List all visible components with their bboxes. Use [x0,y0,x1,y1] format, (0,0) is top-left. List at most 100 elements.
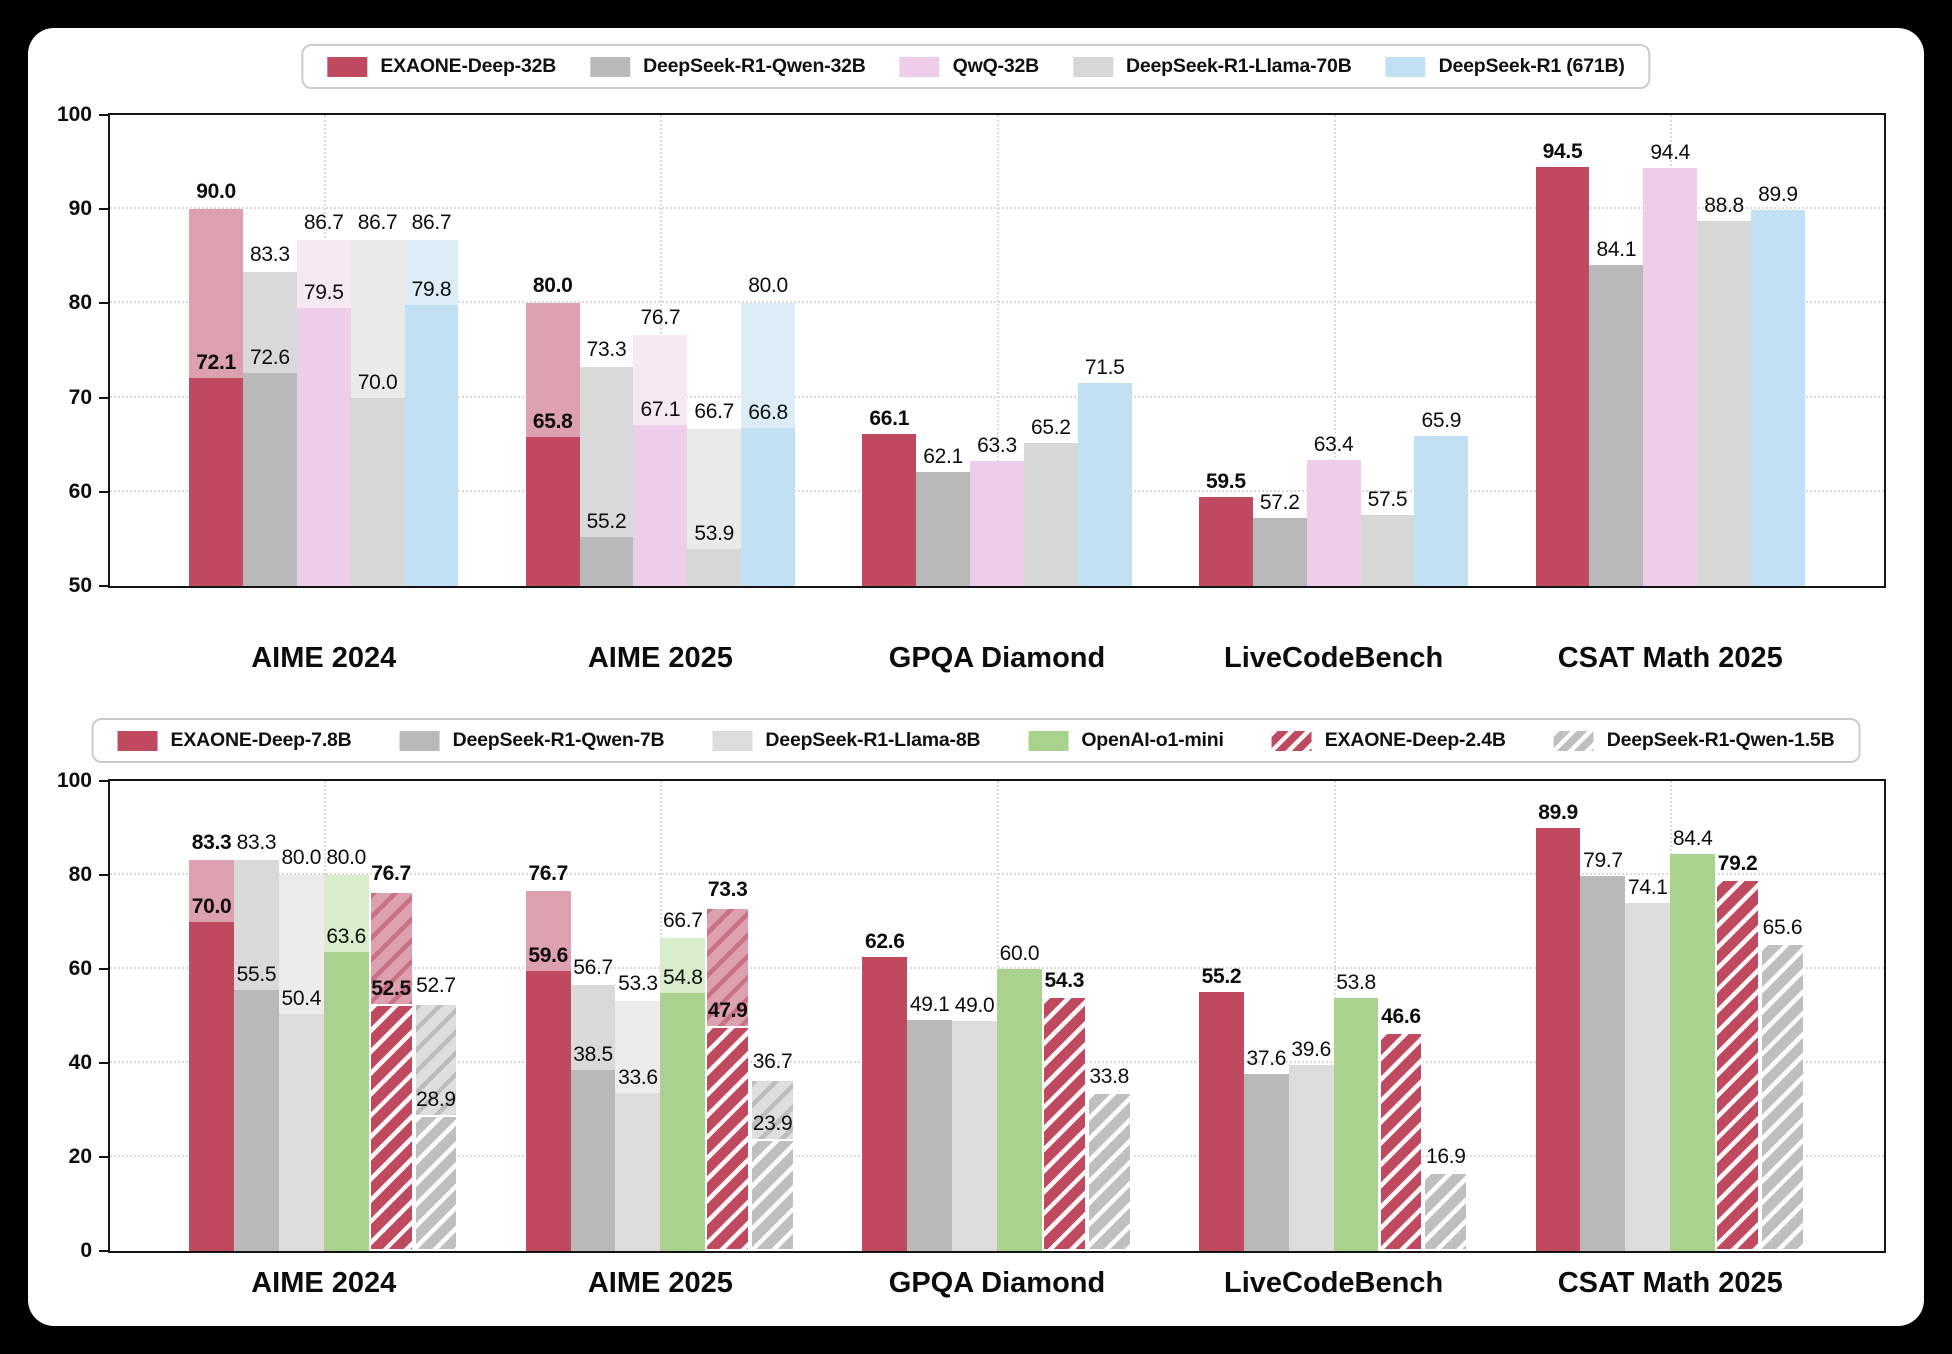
bar-value-label: 53.9 [694,522,735,546]
bar-segment-solid [1414,436,1469,586]
y-tick-label: 40 [68,1051,92,1074]
x-category-label: AIME 2025 [587,642,733,674]
bar-value-label: 80.0 [326,846,367,869]
bar-segment-solid [970,460,1024,586]
legend-label: DeepSeek-R1-Qwen-32B [643,55,866,77]
bar-value-label: 94.4 [1650,140,1691,164]
bar-segment-solid [916,472,971,586]
bar-value-label: 84.4 [1672,827,1713,851]
bar-value-label: 54.3 [1044,968,1085,992]
bar-value-label: 72.6 [250,346,290,370]
bar-segment-solid [525,437,580,586]
y-tick-label: 80 [68,863,92,886]
bar-value-label: 33.8 [1089,1065,1130,1089]
bar-segment-solid [741,427,796,586]
legend-swatch [1553,730,1594,751]
x-gridline [997,115,999,586]
bar-segment-solid [1077,383,1132,586]
y-tick-label: 70 [68,385,92,409]
bar-value-label: 54.8 [662,966,703,990]
bar-value-label: 84.1 [1596,237,1637,261]
y-tick [99,396,110,399]
bar-segment-solid [278,1014,324,1251]
bar-value-label: 63.3 [977,433,1017,457]
bar-segment-solid [907,1020,953,1251]
bar-segment-solid [1423,1171,1469,1251]
y-tick [99,208,110,211]
bar-value-label: 70.0 [191,895,232,918]
y-tick [99,874,110,876]
bar-segment-solid [189,377,243,586]
bar-segment-solid [413,1115,459,1251]
y-tick [99,490,110,493]
legend-swatch [1028,730,1069,751]
bar-value-label: 59.6 [528,943,569,967]
legend-item: DeepSeek-R1 (671B) [1385,55,1625,78]
x-gridline [1333,115,1336,586]
bar-value-label: 83.3 [236,830,277,854]
y-tick-label: 80 [68,291,92,315]
legend-swatch [590,56,631,77]
legend-item: EXAONE-Deep-32B [327,55,556,78]
legend-large-models: EXAONE-Deep-32B DeepSeek-R1-Qwen-32B QwQ-3… [301,44,1651,89]
legend-label: QwQ-32B [952,55,1040,77]
bar-value-label: 37.6 [1246,1047,1287,1071]
bar-value-label: 52.5 [371,977,411,1001]
bar-value-label: 86.7 [411,211,452,235]
bar-value-label: 53.8 [1336,971,1376,995]
bar-segment-solid [350,397,405,586]
bar-segment-solid [579,537,634,586]
x-category-label: AIME 2024 [251,642,397,674]
bar-value-label: 66.7 [694,399,735,423]
legend-swatch [1271,730,1312,751]
y-tick [99,302,110,305]
bar-value-label: 16.9 [1425,1144,1466,1168]
legend-small-models: EXAONE-Deep-7.8B DeepSeek-R1-Qwen-7B DeepS… [91,718,1861,763]
bar-segment-solid [1751,210,1805,586]
bar-value-label: 73.3 [586,337,627,361]
x-category-label: LiveCodeBench [1224,642,1444,674]
bar-segment-solid [1198,991,1244,1251]
legend-item: EXAONE-Deep-2.4B [1271,729,1506,752]
bar-value-label: 79.2 [1717,851,1758,875]
bar-value-label: 63.6 [326,925,367,949]
bar-value-label: 65.9 [1421,409,1462,433]
bar-value-label: 33.6 [618,1066,658,1090]
bar-value-label: 90.0 [196,180,236,204]
bar-segment-solid [952,1020,997,1251]
bar-value-label: 55.2 [586,510,627,534]
y-tick [99,1250,110,1252]
bar-segment-solid [1697,220,1752,586]
bar-value-label: 49.0 [954,993,995,1017]
bar-segment-solid [1360,515,1415,586]
bar-value-label: 57.2 [1259,491,1300,515]
legend-item: DeepSeek-R1-Qwen-1.5B [1553,729,1835,752]
legend-item: DeepSeek-R1-Qwen-32B [590,55,866,78]
bar-value-label: 88.8 [1704,193,1744,217]
bar-segment-solid [1643,167,1698,586]
bar-segment-solid [233,990,279,1251]
bar-segment-solid [1041,995,1087,1251]
bar-value-label: 55.2 [1201,964,1242,988]
legend-label: DeepSeek-R1-Llama-8B [765,729,981,751]
bar-segment-solid [368,1004,414,1251]
bar-value-label: 23.9 [752,1111,793,1135]
bar-value-label: 80.0 [532,274,573,298]
bar-segment-solid [1535,828,1581,1251]
bar-value-label: 60.0 [999,942,1040,965]
bar-value-label: 28.9 [416,1088,456,1112]
bar-value-label: 38.5 [573,1043,613,1067]
bar-segment-solid [1760,942,1805,1251]
bar-segment-solid [1288,1064,1334,1251]
legend-item: DeepSeek-R1-Llama-70B [1073,55,1352,78]
legend-swatch [899,56,940,77]
y-tick [99,780,110,782]
legend-swatch [712,730,753,751]
x-category-label: GPQA Diamond [888,642,1106,674]
bar-segment-solid [1535,166,1590,586]
bar-segment-solid [1589,264,1644,586]
bar-value-label: 55.5 [236,963,277,987]
y-tick-label: 20 [68,1145,92,1168]
y-tick-label: 90 [68,197,92,221]
